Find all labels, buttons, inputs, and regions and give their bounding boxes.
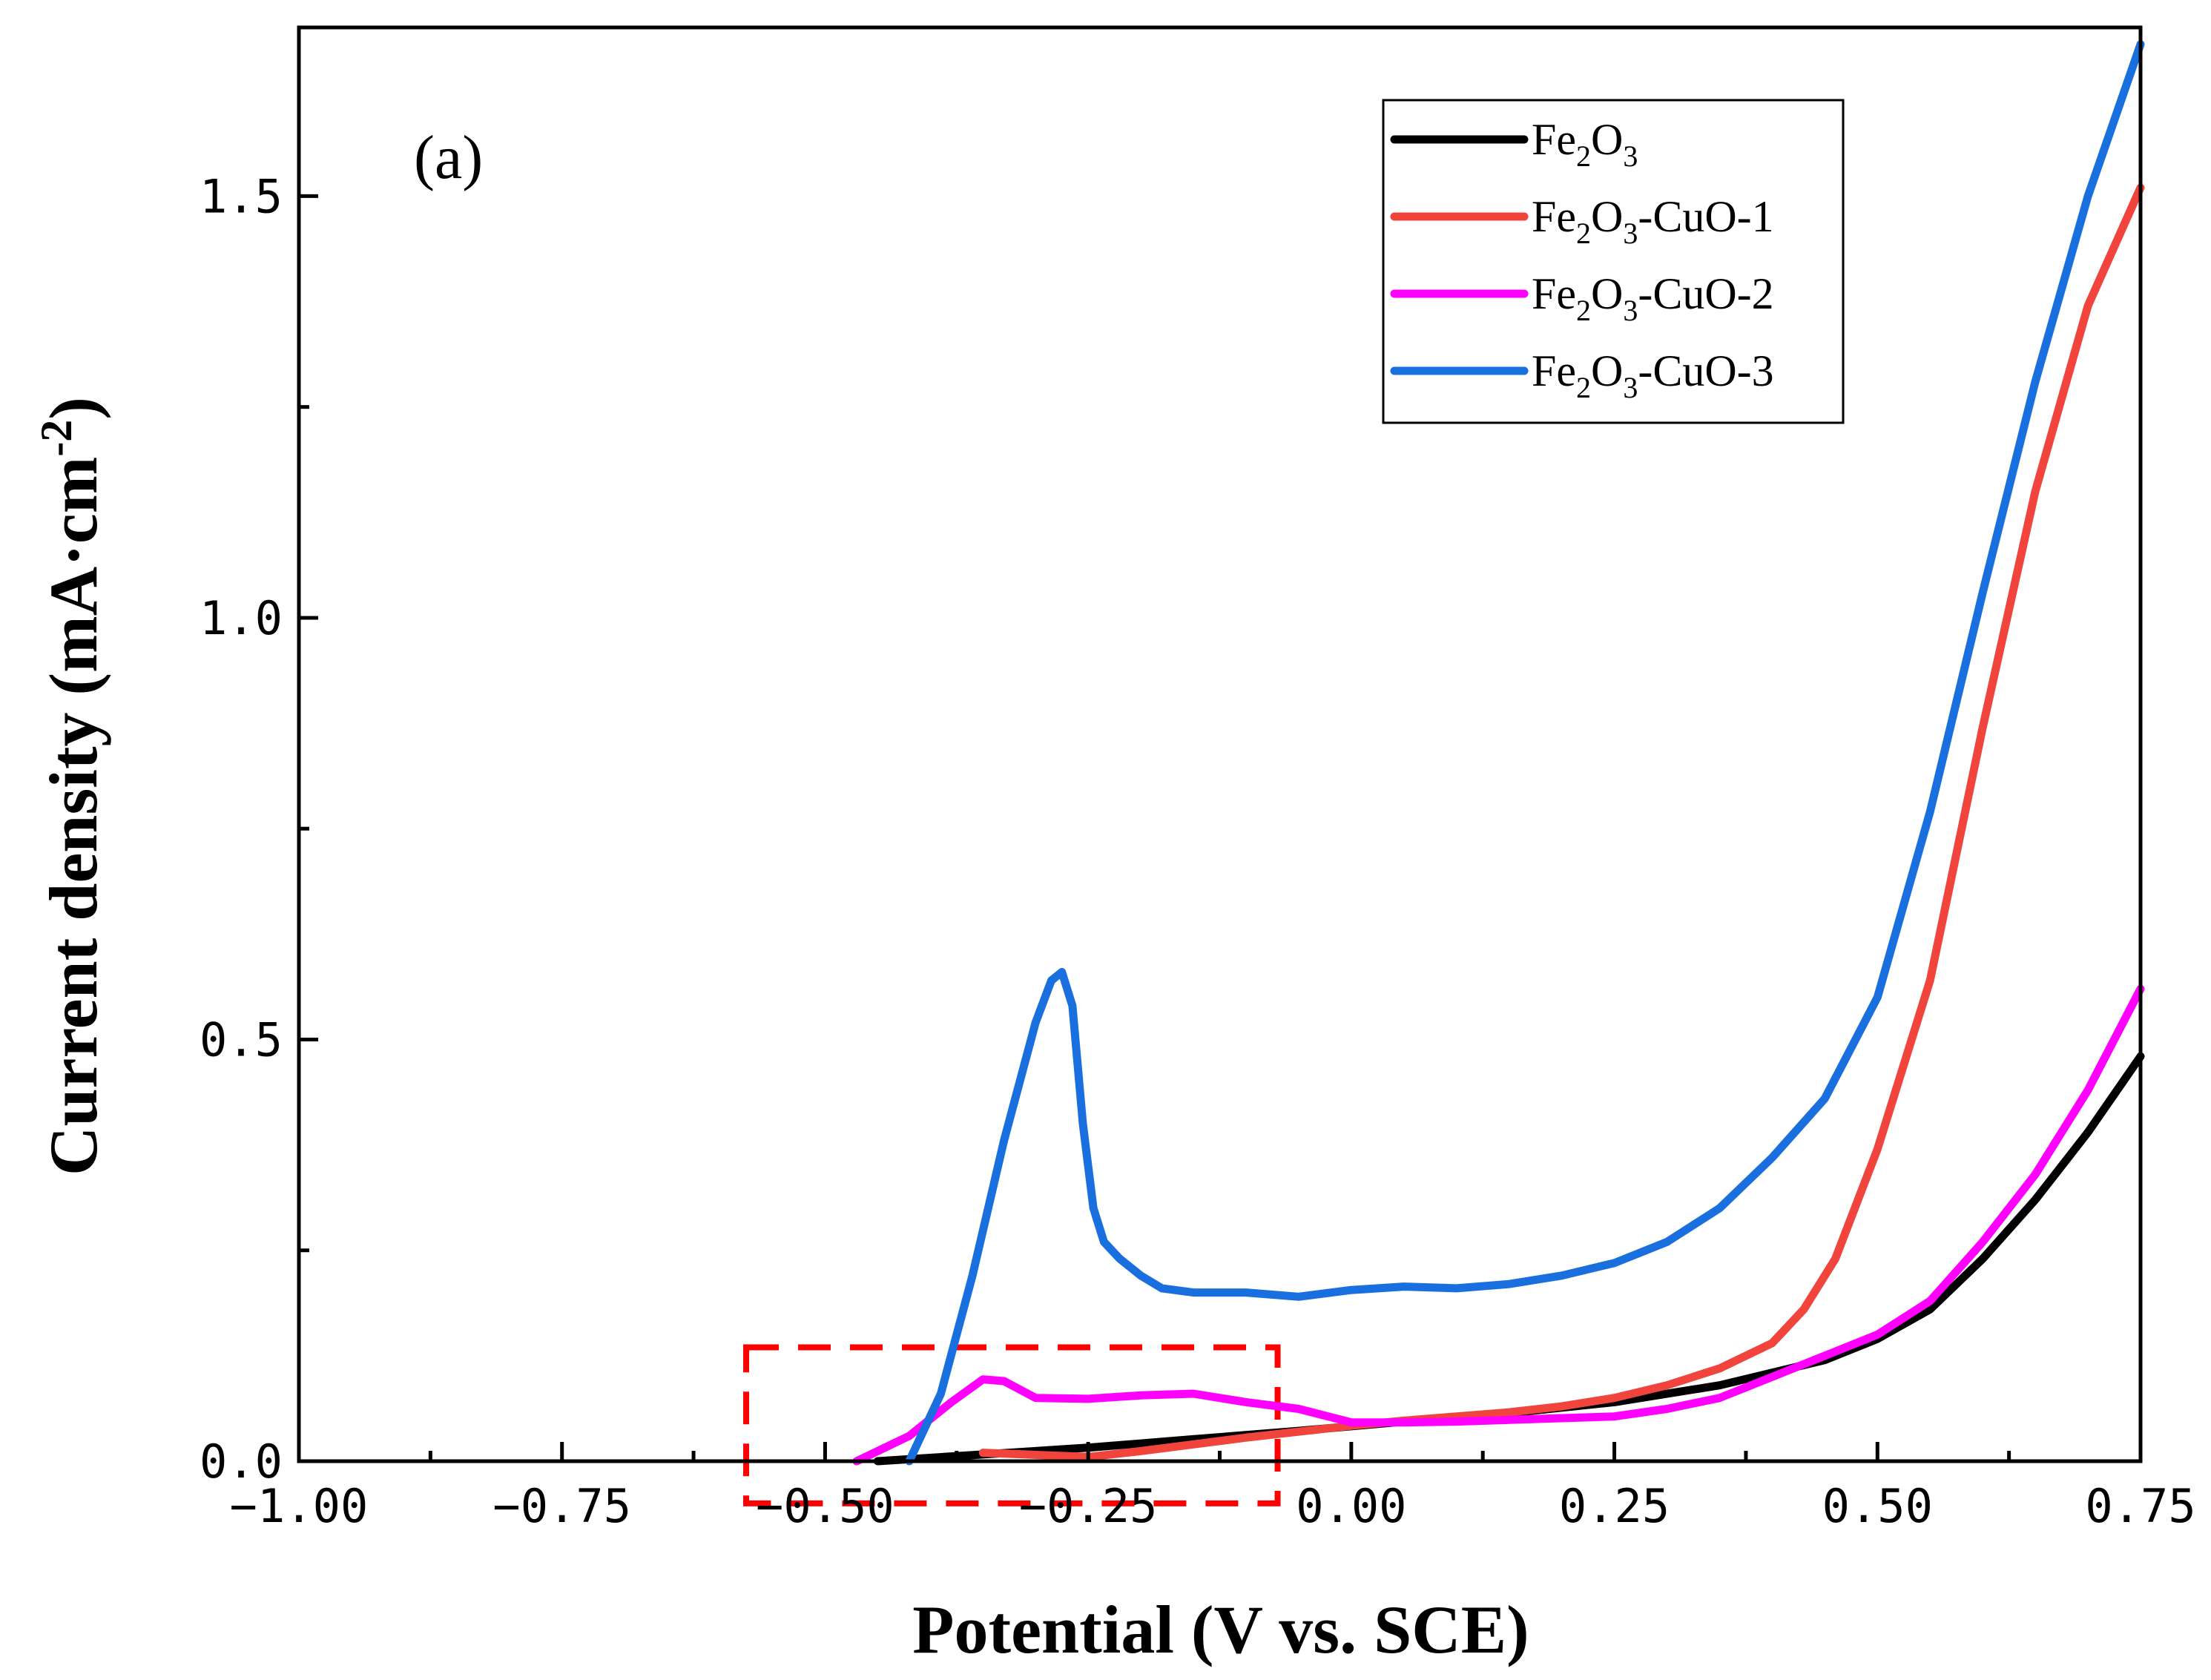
x-axis-title: Potential (V vs. SCE) [912,1592,1529,1667]
panel-label: (a) [414,123,483,192]
legend-label-3: Fe2O3-CuO-2 [1532,269,1774,327]
series-line-2 [978,183,2145,1461]
y-axis-title: Current density (mA·cm-2) [32,397,111,1176]
legend-label-4: Fe2O3-CuO-3 [1532,346,1774,404]
y-axis-title-main: Current density (mA·cm [36,457,111,1176]
series-line-1 [873,1052,2145,1466]
x-tick-label: 0.75 [2085,1479,2195,1533]
legend-label-1: Fe2O3 [1532,115,1638,173]
x-tick-label: 0.00 [1296,1479,1406,1533]
y-axis-title-close: ) [36,397,111,420]
y-axis-title-exponent: -2 [32,420,81,457]
y-tick-label: 0.5 [200,1012,283,1067]
series-layer [852,40,2145,1466]
series-line-4 [905,40,2145,1466]
highlight-layer [743,1344,1281,1506]
highlight-box [743,1344,1281,1506]
plot-frame [297,25,2143,1463]
x-tick-label: −0.25 [1019,1479,1158,1533]
series-line-3 [852,984,2145,1466]
x-tick-label: −0.75 [492,1479,631,1533]
y-tick-label: 0.0 [200,1434,283,1489]
legend: Fe2O3 Fe2O3-CuO-1 Fe2O3-CuO-2 Fe2O3-CuO-3 [1382,99,1845,424]
y-tick-label: 1.5 [200,169,283,223]
legend-label-2: Fe2O3-CuO-1 [1532,192,1774,250]
y-tick-label: 1.0 [200,591,283,645]
x-tick-label: −0.50 [756,1479,894,1533]
x-tick-label: 0.50 [1822,1479,1933,1533]
tick-layer: −1.00 −0.75 −0.50 −0.25 0.00 0.25 0.50 0.75 0.0 0… [200,169,2196,1533]
x-tick-label: 0.25 [1559,1479,1670,1533]
x-tick-label: −1.00 [230,1479,369,1533]
